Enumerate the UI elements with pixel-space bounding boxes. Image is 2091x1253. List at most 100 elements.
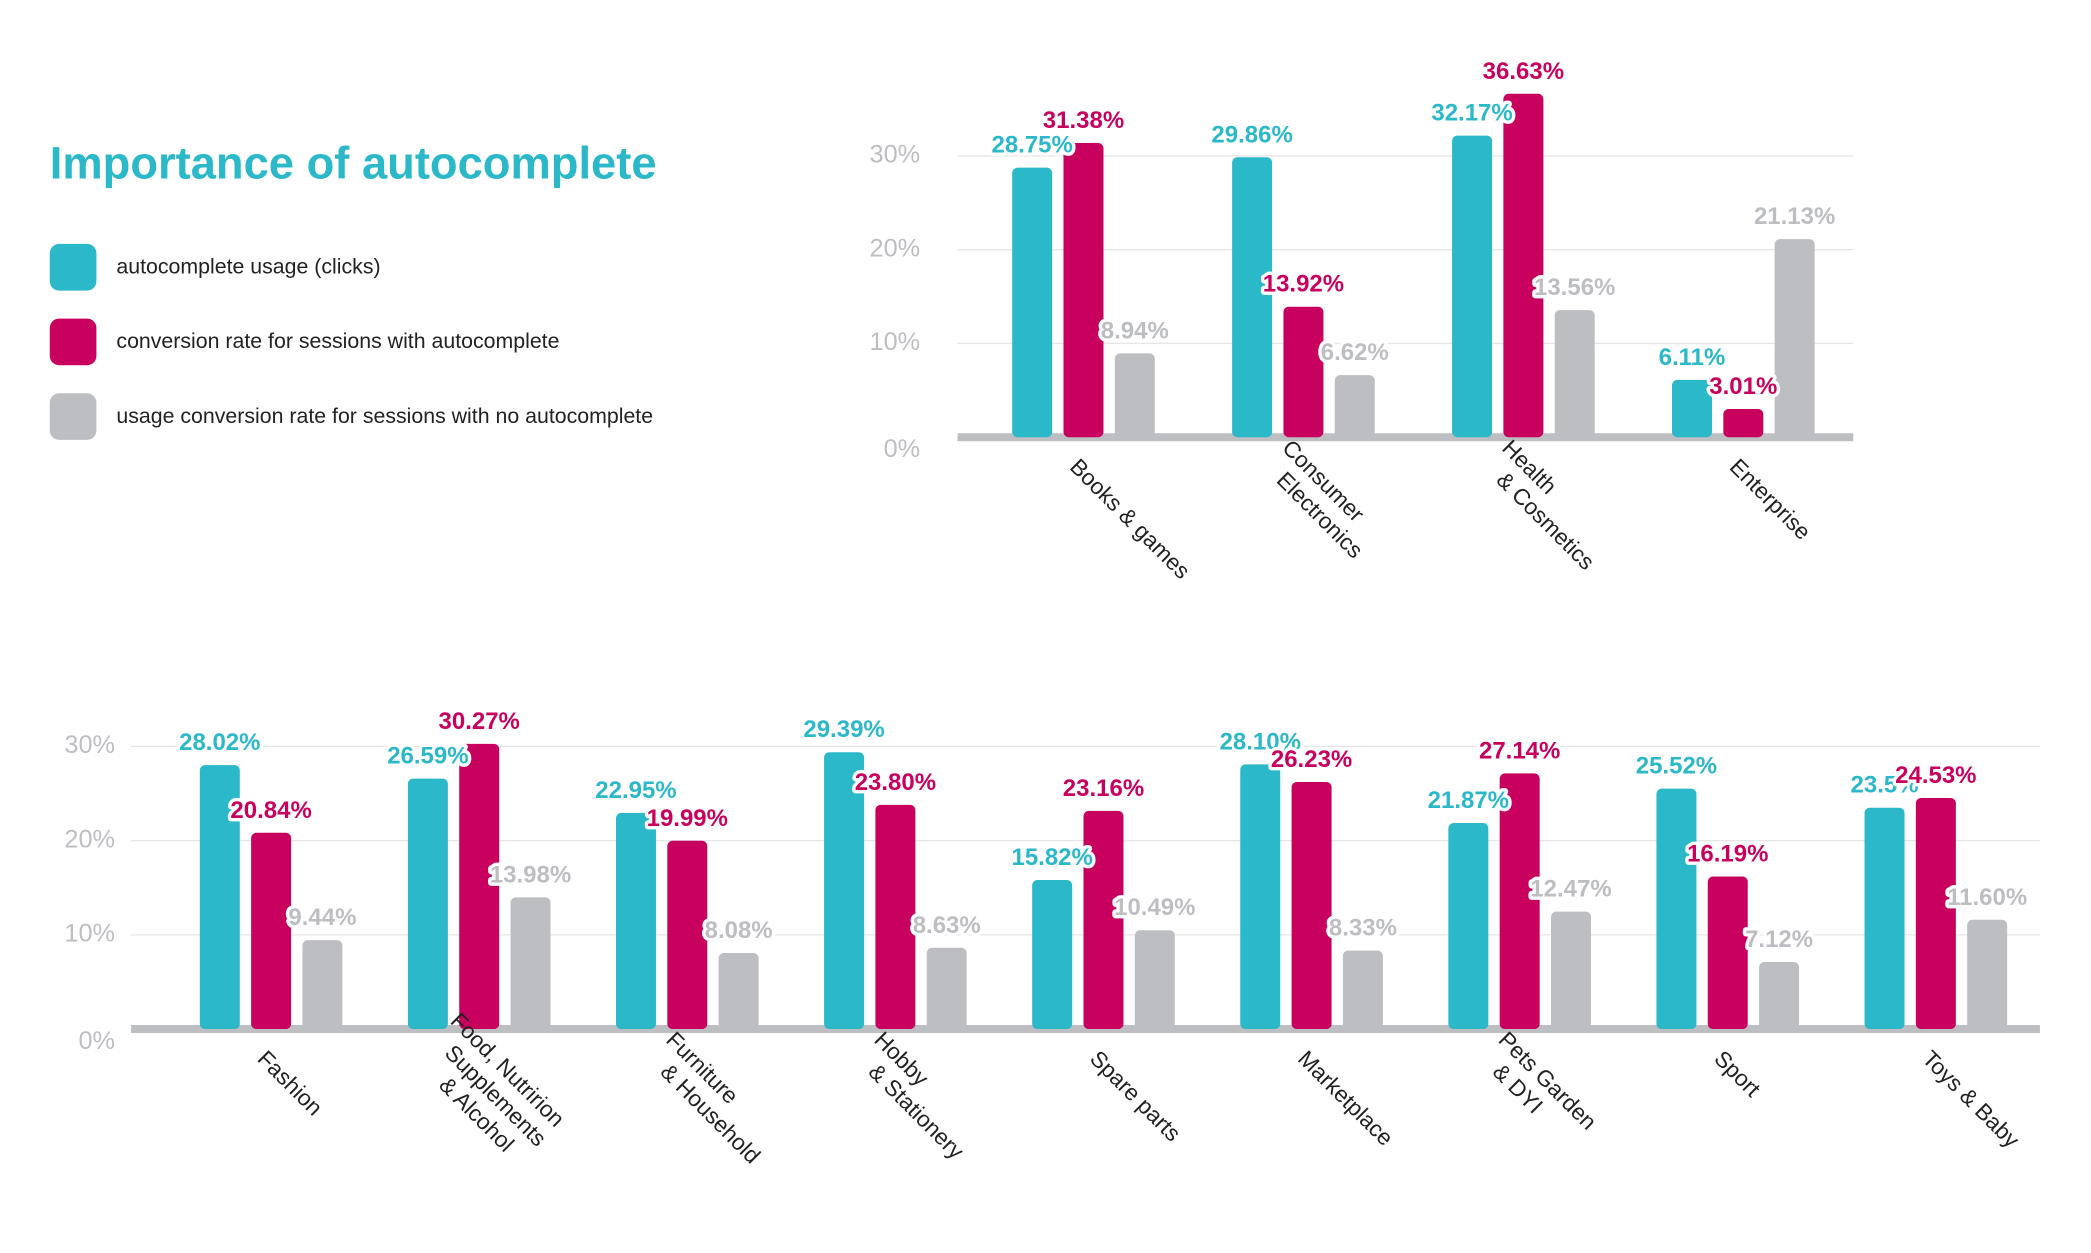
- bar: [875, 804, 916, 1030]
- bar: [1334, 375, 1375, 438]
- value-label: 8.94%: [1101, 317, 1169, 344]
- value-label: 11.60%: [1947, 884, 2027, 911]
- bars: [199, 743, 2008, 1030]
- x-tick-label: Sport: [1709, 1045, 1766, 1102]
- value-label: 21.13%: [1754, 203, 1835, 230]
- x-tick-label: Toys & Baby: [1917, 1045, 2025, 1153]
- x-tick-label-line: Enterprise: [1725, 453, 1816, 544]
- bar: [1032, 880, 1073, 1030]
- value-label: 24.53%: [1895, 762, 1976, 789]
- bar: [1452, 135, 1493, 438]
- value-label: 28.75%: [991, 132, 1072, 159]
- y-tick-label: 30%: [870, 141, 921, 169]
- y-tick-label: 10%: [64, 920, 115, 948]
- x-tick-label-line: Marketplace: [1293, 1045, 1399, 1151]
- value-label: 12.47%: [1530, 876, 1611, 903]
- value-label: 19.99%: [647, 805, 728, 832]
- value-label: 8.33%: [1329, 915, 1397, 942]
- value-label: 23.16%: [1063, 775, 1144, 802]
- x-tick-label: ConsumerElectronics: [1259, 434, 1388, 563]
- y-tick-label: 10%: [870, 328, 921, 356]
- y-tick-label: 0%: [78, 1027, 115, 1055]
- value-label: 10.49%: [1114, 894, 1195, 921]
- y-tick-label: 20%: [870, 234, 921, 262]
- value-label: 29.39%: [803, 716, 884, 743]
- bar: [1134, 930, 1175, 1030]
- value-label: 20.84%: [230, 797, 311, 824]
- value-label: 31.38%: [1043, 107, 1124, 134]
- x-tick-label-line: Toys & Baby: [1917, 1045, 2025, 1153]
- chart-title: Importance of autocomplete: [50, 138, 657, 189]
- legend-swatch: [49, 318, 97, 366]
- value-label: 22.95%: [595, 777, 676, 804]
- x-tick-label: Spare parts: [1085, 1045, 1186, 1146]
- value-label: 13.98%: [490, 861, 571, 888]
- bar: [1012, 167, 1053, 438]
- bar: [1723, 408, 1764, 438]
- bar: [1707, 876, 1748, 1030]
- value-label: 13.56%: [1534, 274, 1615, 301]
- bar: [1672, 379, 1712, 438]
- legend-label: usage conversion rate for sessions with …: [116, 404, 653, 428]
- value-label: 8.08%: [705, 917, 773, 944]
- value-label: 28.02%: [179, 729, 260, 756]
- value-label: 3.01%: [1709, 373, 1777, 400]
- x-tick-label-line: Sport: [1709, 1045, 1766, 1102]
- value-label: 27.14%: [1479, 737, 1560, 764]
- value-label: 8.63%: [913, 912, 981, 939]
- value-label: 23.80%: [855, 769, 936, 796]
- bar: [1063, 143, 1104, 438]
- bars: [1012, 93, 1815, 438]
- bar: [1083, 810, 1124, 1030]
- value-label: 26.23%: [1271, 746, 1352, 773]
- value-labels: 28.75%31.38% 8.94% 29.86% 13.92% 6.62% 32.17%…: [988, 54, 1838, 403]
- x-tick-label-line: Books & games: [1065, 453, 1196, 584]
- x-tick-label: Furniture& Household: [642, 1026, 784, 1168]
- value-label: 32.17%: [1431, 100, 1512, 127]
- bar: [510, 897, 551, 1030]
- y-tick-label: 30%: [64, 731, 115, 759]
- x-tick-label-line: Fashion: [253, 1045, 328, 1120]
- value-label: 6.11%: [1659, 344, 1726, 371]
- bar: [1554, 310, 1595, 438]
- bar: [1342, 950, 1383, 1030]
- bar: [1448, 823, 1489, 1030]
- bar: [1283, 306, 1324, 438]
- x-tick-label: Enterprise: [1725, 453, 1816, 544]
- value-label: 36.63%: [1483, 58, 1564, 85]
- x-tick-label: Books & games: [1065, 453, 1196, 584]
- x-tick-label: Health& Cosmetics: [1479, 434, 1619, 574]
- value-label: 16.19%: [1687, 841, 1768, 868]
- bar: [1656, 788, 1697, 1030]
- value-label: 21.87%: [1428, 787, 1509, 814]
- bar: [1967, 919, 2008, 1030]
- value-label: 30.27%: [439, 708, 520, 735]
- bar: [615, 812, 656, 1030]
- legend-label: autocomplete usage (clicks): [116, 255, 380, 279]
- x-tick-label: Hobby& Stationery: [851, 1026, 989, 1164]
- value-label: 13.92%: [1263, 271, 1344, 298]
- bar: [407, 778, 448, 1030]
- value-label: 23.5%: [1851, 772, 1919, 799]
- bar: [1240, 764, 1281, 1030]
- x-tick-label: Fashion: [253, 1045, 328, 1120]
- bar: [1114, 353, 1155, 438]
- bar: [1550, 911, 1591, 1030]
- value-label: 28.10%: [1220, 728, 1301, 755]
- y-tick-label: 20%: [64, 825, 115, 853]
- bar: [667, 840, 708, 1030]
- legend-swatch: [49, 393, 97, 440]
- bar: [199, 765, 240, 1030]
- value-label: 29.86%: [1211, 121, 1292, 148]
- bar: [718, 952, 759, 1030]
- bar: [1915, 797, 1956, 1030]
- value-label: 25.52%: [1636, 753, 1717, 780]
- bar: [1503, 93, 1544, 438]
- value-label: 6.62%: [1321, 339, 1389, 366]
- x-tick-label: Marketplace: [1293, 1045, 1399, 1151]
- legend-swatch: [49, 243, 97, 291]
- value-label: 9.44%: [288, 904, 356, 931]
- value-labels: 28.02% 20.84% 9.44% 26.59% 30.27% 13.98% 22.95…: [176, 705, 2031, 957]
- bar: [459, 743, 500, 1030]
